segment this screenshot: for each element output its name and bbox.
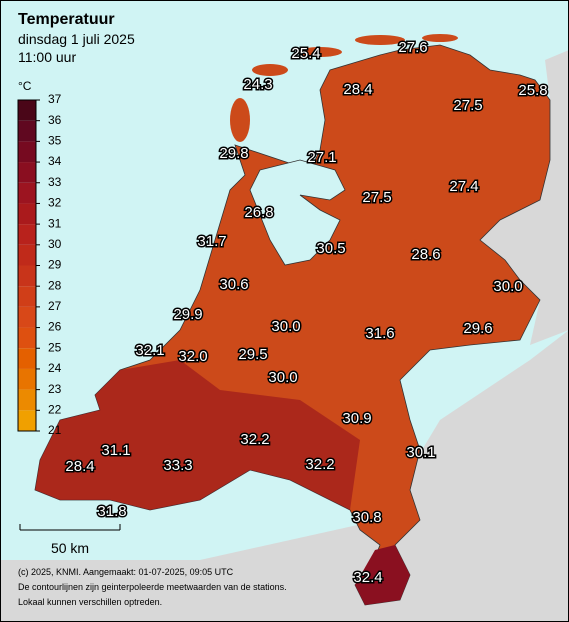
colorbar-segment (18, 327, 36, 349)
station-value: 31.8 (97, 503, 126, 520)
island (230, 98, 250, 142)
tick-label: 26 (48, 320, 62, 334)
colorbar-segment (18, 410, 36, 431)
tick-label: 23 (48, 382, 62, 396)
tick-label: 21 (48, 423, 62, 437)
colorbar-segment (18, 100, 36, 121)
station-value: 31.1 (101, 442, 130, 459)
colorbar-segment (18, 141, 36, 163)
tick-label: 32 (48, 196, 62, 210)
station-value: 29.6 (463, 320, 492, 337)
germany (480, 50, 569, 345)
station-value: 29.5 (238, 346, 267, 363)
tick-label: 24 (48, 361, 62, 375)
neighbour-land (0, 330, 569, 622)
colorbar-segment (18, 389, 36, 411)
station-value: 30.9 (342, 410, 371, 427)
date: dinsdag 1 juli 2025 (18, 31, 135, 47)
tick-label: 34 (48, 154, 62, 168)
station-value: 27.6 (398, 39, 427, 56)
station-value: 30.0 (493, 278, 522, 295)
title: Temperatuur (18, 11, 115, 28)
colorbar-segment (18, 224, 36, 245)
tick-label: 30 (48, 237, 62, 251)
footer: Lokaal kunnen verschillen optreden. (18, 597, 162, 607)
colorbar-segment (18, 182, 36, 204)
colorbar-segment (18, 348, 36, 369)
station-value: 28.4 (343, 81, 372, 98)
tick-label: 35 (48, 134, 62, 148)
station-value: 30.0 (268, 369, 297, 386)
tick-label: 28 (48, 278, 62, 292)
tick-label: 36 (48, 113, 62, 127)
island (355, 35, 405, 45)
ijsselmeer (249, 159, 346, 266)
colorbar-segment (18, 120, 36, 142)
station-value: 27.4 (449, 178, 478, 195)
tick-label: 29 (48, 258, 62, 272)
station-value: 30.8 (352, 509, 381, 526)
colorbar-segment (18, 265, 36, 287)
station-value: 32.0 (178, 348, 207, 365)
footer: De contourlijnen zijn geinterpoleerde me… (18, 582, 287, 592)
colorbar-segment (18, 306, 36, 328)
station-value: 25.8 (518, 82, 547, 99)
colorbar-segment (18, 286, 36, 307)
station-value: 32.2 (240, 431, 269, 448)
colorbar-segment (18, 162, 36, 183)
station-value: 25.4 (291, 45, 320, 62)
station-value: 31.6 (365, 325, 394, 342)
tick-label: 37 (48, 92, 62, 106)
colorbar-segment (18, 203, 36, 225)
station-value: 27.5 (362, 189, 391, 206)
station-value: 27.5 (453, 97, 482, 114)
tick-label: 27 (48, 299, 62, 313)
footer: (c) 2025, KNMI. Aangemaakt: 01-07-2025, … (18, 567, 234, 577)
station-value: 29.9 (173, 306, 202, 323)
island (298, 47, 342, 57)
station-value: 27.1 (307, 149, 336, 166)
warm-region (355, 545, 410, 605)
station-value: 26.8 (244, 204, 273, 221)
scale-label: 50 km (51, 540, 89, 556)
station-value: 32.1 (135, 342, 164, 359)
station-value: 30.5 (316, 240, 345, 257)
station-value: 24.3 (243, 76, 272, 93)
station-value: 32.4 (353, 569, 382, 586)
tick-label: 25 (48, 340, 62, 354)
unit: °C (18, 79, 32, 93)
colorbar-segment (18, 244, 36, 266)
island (252, 64, 288, 76)
station-value: 29.8 (219, 145, 248, 162)
station-value: 28.6 (411, 246, 440, 263)
station-value: 30.1 (406, 444, 435, 461)
station-value: 30.6 (219, 276, 248, 293)
station-value: 28.4 (65, 458, 94, 475)
colorbar-segment (18, 368, 36, 390)
station-value: 32.2 (305, 456, 334, 473)
tick-label: 33 (48, 175, 62, 189)
station-value: 31.7 (197, 233, 226, 250)
tick-label: 22 (48, 402, 62, 416)
station-value: 30.0 (271, 318, 300, 335)
station-value: 33.3 (163, 457, 192, 474)
time: 11:00 uur (18, 49, 76, 65)
island (422, 34, 458, 42)
tick-label: 31 (48, 216, 62, 230)
warm-region (35, 360, 360, 510)
